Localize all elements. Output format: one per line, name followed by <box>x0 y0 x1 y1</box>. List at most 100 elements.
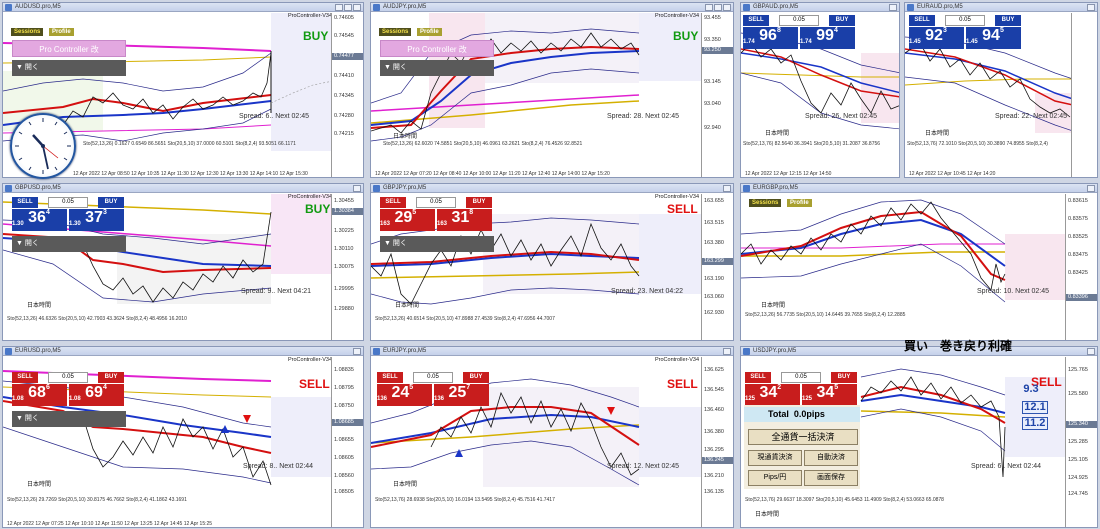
sell-price-button[interactable]: 1.08 686 <box>12 384 67 406</box>
chart-window-gbpusd[interactable]: GBPUSD.pro,M5 BUY Spread: 9.. Next 04:21… <box>2 183 364 341</box>
window-titlebar[interactable]: AUDJPY.pro,M5 <box>371 3 733 12</box>
pro-controller-button[interactable]: Pro Controller 改 <box>380 40 494 57</box>
close-button[interactable] <box>723 185 731 192</box>
sell-price-button[interactable]: 125 342 <box>745 384 800 406</box>
buy-button[interactable]: BUY <box>98 197 124 208</box>
close-button[interactable] <box>723 348 731 355</box>
price-pip: 4 <box>102 384 107 391</box>
price-plot[interactable]: BUY Spread: 9.. Next 04:21 日本時間 ▼ 開く <box>3 194 333 316</box>
close-button[interactable] <box>1087 4 1095 11</box>
tick-label: 0.83475 <box>1068 252 1088 258</box>
window-titlebar[interactable]: EURGBP.pro,M5 <box>741 184 1097 193</box>
spread-text: Spread: 6.. Next 02:45 <box>239 113 310 120</box>
chart-window-eurusd[interactable]: EURUSD.pro,M5 SELL Spread: 8.. Next 02:4… <box>2 346 364 528</box>
chart-window-gbpaud[interactable]: GBPAUD.pro,M5 Spread: 26. Next 02:45 日本時… <box>740 2 900 178</box>
price-axis: 125.765 125.580 125.340 125.285 125.105 … <box>1065 357 1097 527</box>
price-plot[interactable]: Sessions Profile Spread: 10. Next 02:45 … <box>741 194 1067 316</box>
buy-button[interactable]: BUY <box>463 372 489 383</box>
price-plot[interactable]: Sessions Profile Pro Controller 改 ▼ 開く B… <box>371 13 703 153</box>
window-titlebar[interactable]: GBPJPY.pro,M5 <box>371 184 733 193</box>
sell-button[interactable]: SELL <box>743 15 769 26</box>
close-button[interactable] <box>353 348 361 355</box>
open-panel-button[interactable]: ▼ 開く <box>12 236 126 252</box>
open-label: 開く <box>24 240 39 247</box>
close-button[interactable] <box>353 4 361 11</box>
minimize-button[interactable] <box>705 4 713 11</box>
buy-price-button[interactable]: 1.30 373 <box>69 209 124 231</box>
sell-button[interactable]: SELL <box>12 197 38 208</box>
sell-button[interactable]: SELL <box>380 197 406 208</box>
oscillator-text: Sto(52,13,26) 56.7735 Sto(20,5,10) 14.64… <box>745 312 906 318</box>
buy-button[interactable]: BUY <box>98 372 124 383</box>
chart-window-gbpjpy[interactable]: GBPJPY.pro,M5 SELL Spread: 23. Next 04:2… <box>370 183 734 341</box>
lot-input[interactable]: 0.05 <box>413 372 453 383</box>
chart-window-euraud[interactable]: EURAUD.pro,M5 Spread: 22. Next 02:45 日本時… <box>904 2 1098 178</box>
close-button[interactable] <box>1087 348 1095 355</box>
close-current-pair-button[interactable]: 現通貨決済 <box>748 450 802 466</box>
buy-button[interactable]: BUY <box>995 15 1021 26</box>
maximize-button[interactable] <box>344 4 352 11</box>
window-titlebar[interactable]: EURUSD.pro,M5 <box>3 347 363 356</box>
lot-input[interactable]: 0.05 <box>416 197 456 208</box>
window-titlebar[interactable]: USDJPY.pro,M5 <box>741 347 1097 356</box>
open-panel-button[interactable]: ▼ 開く <box>12 411 126 427</box>
sell-button[interactable]: SELL <box>909 15 935 26</box>
buy-price-button[interactable]: 1.74 994 <box>800 27 855 49</box>
window-titlebar[interactable]: GBPUSD.pro,M5 <box>3 184 363 193</box>
chart-window-eurgbp[interactable]: EURGBP.pro,M5 Sessions Profile Spread: 1… <box>740 183 1098 341</box>
close-button[interactable] <box>889 4 897 11</box>
pro-controller-button[interactable]: Pro Controller 改 <box>12 40 126 57</box>
tick-label: 136.625 <box>704 367 724 373</box>
lot-input[interactable]: 0.05 <box>781 372 821 383</box>
profile-tag[interactable]: Profile <box>49 28 74 36</box>
close-button[interactable] <box>1087 185 1095 192</box>
profile-tag[interactable]: Profile <box>417 28 442 36</box>
buy-button[interactable]: BUY <box>831 372 857 383</box>
sessions-tag[interactable]: Sessions <box>11 28 44 36</box>
open-panel-button[interactable]: ▼ 開く <box>12 60 126 76</box>
open-panel-button[interactable]: ▼ 開く <box>380 236 494 252</box>
sessions-tag[interactable]: Sessions <box>749 199 782 207</box>
window-titlebar[interactable]: EURAUD.pro,M5 <box>905 3 1097 12</box>
chart-window-audjpy[interactable]: AUDJPY.pro,M5 Sessions Profile Pro Contr… <box>370 2 734 178</box>
pips-yen-toggle[interactable]: Pips/円 <box>748 470 802 486</box>
close-all-button[interactable]: 全通貨一括決済 <box>748 429 858 445</box>
buy-price-button[interactable]: 163 318 <box>437 209 492 231</box>
price-prefix: 125 <box>802 396 813 402</box>
window-titlebar[interactable]: AUDUSD.pro,M5 <box>3 3 363 12</box>
buy-price-button[interactable]: 136 257 <box>434 384 489 406</box>
close-button[interactable] <box>723 4 731 11</box>
lot-input[interactable]: 0.05 <box>945 15 985 26</box>
buy-price-button[interactable]: 1.08 694 <box>69 384 124 406</box>
price-plot[interactable]: SELL Spread: 12. Next 02:45 日本時間 <box>371 357 703 497</box>
profile-tag[interactable]: Profile <box>787 199 812 207</box>
sell-price-button[interactable]: 1.45 923 <box>909 27 964 49</box>
sell-button[interactable]: SELL <box>745 372 771 383</box>
sell-price-button[interactable]: 1.74 968 <box>743 27 798 49</box>
screenshot-save-button[interactable]: 画面保存 <box>804 470 858 486</box>
close-button[interactable] <box>353 185 361 192</box>
tick-label: 136.210 <box>704 473 724 479</box>
window-titlebar[interactable]: GBPAUD.pro,M5 <box>741 3 899 12</box>
window-titlebar[interactable]: EURJPY.pro,M5 <box>371 347 733 356</box>
chart-window-eurjpy[interactable]: EURJPY.pro,M5 SELL Spread: 12. Next 02:4… <box>370 346 734 528</box>
sell-price-button[interactable]: 136 245 <box>377 384 432 406</box>
sell-button[interactable]: SELL <box>377 372 403 383</box>
buy-price-button[interactable]: 125 345 <box>802 384 857 406</box>
sell-price-button[interactable]: 163 295 <box>380 209 435 231</box>
buy-button[interactable]: BUY <box>829 15 855 26</box>
lot-input[interactable]: 0.05 <box>779 15 819 26</box>
price-plot[interactable]: SELL Spread: 8.. Next 02:44 日本時間 ▼ 開く <box>3 357 333 497</box>
price-pip: 5 <box>409 384 414 391</box>
minimize-button[interactable] <box>335 4 343 11</box>
auto-close-button[interactable]: 自動決済 <box>804 450 858 466</box>
open-panel-button[interactable]: ▼ 開く <box>380 60 494 76</box>
sell-button[interactable]: SELL <box>12 372 38 383</box>
buy-button[interactable]: BUY <box>466 197 492 208</box>
buy-price-button[interactable]: 1.45 945 <box>966 27 1021 49</box>
lot-input[interactable]: 0.05 <box>48 197 88 208</box>
sessions-tag[interactable]: Sessions <box>379 28 412 36</box>
maximize-button[interactable] <box>714 4 722 11</box>
sell-price-button[interactable]: 1.30 364 <box>12 209 67 231</box>
lot-input[interactable]: 0.05 <box>48 372 88 383</box>
